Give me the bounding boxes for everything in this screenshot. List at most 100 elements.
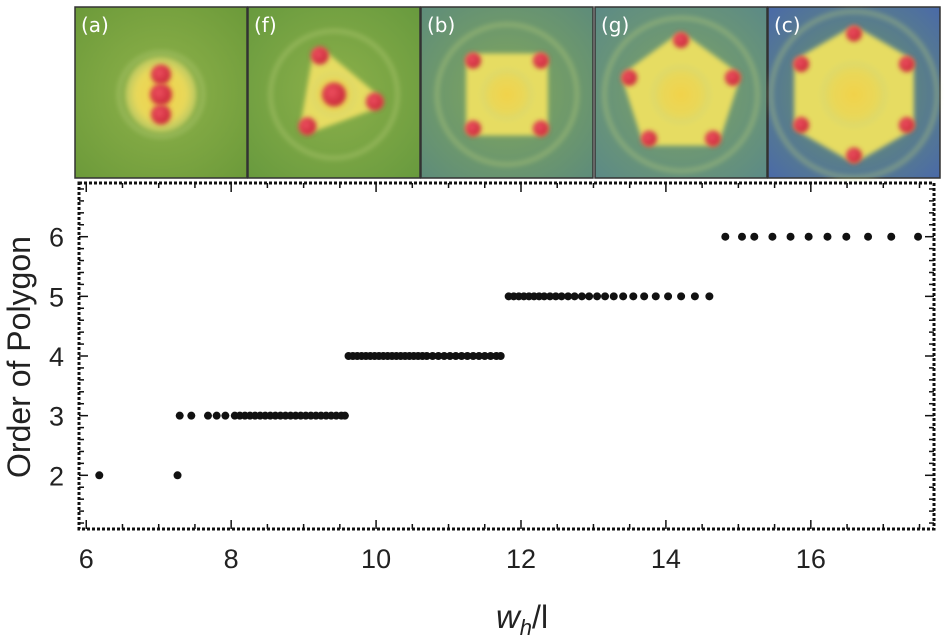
data-point: [545, 292, 554, 301]
data-point: [786, 232, 795, 241]
data-point: [619, 292, 628, 301]
data-point: [496, 352, 505, 360]
panel-f: (f): [247, 6, 421, 179]
y-tick-label: 3: [49, 402, 64, 432]
plot-frame: [77, 181, 936, 531]
data-point: [677, 292, 686, 301]
data-point: [864, 232, 873, 241]
simulation-panels: (a) (f) (b) (g) (c): [74, 6, 941, 180]
data-point: [95, 471, 104, 480]
data-point: [332, 411, 341, 420]
data-point: [337, 411, 346, 420]
data-point: [340, 411, 349, 420]
data-point: [530, 292, 539, 301]
y-tick-label: 4: [49, 342, 64, 372]
x-axis-title-main: w: [496, 598, 522, 635]
panel-label: (g): [601, 13, 629, 37]
data-point: [348, 352, 357, 360]
data-point: [519, 292, 528, 301]
data-point: [570, 292, 579, 301]
data-point: [271, 411, 280, 420]
data-point: [535, 292, 544, 301]
data-point: [251, 411, 260, 420]
data-point: [317, 411, 326, 420]
data-point: [768, 232, 777, 241]
data-point: [240, 411, 249, 420]
panel-a: (a): [74, 6, 248, 179]
x-tick-label: 12: [506, 544, 536, 574]
x-tick-label: 14: [651, 544, 681, 574]
data-point: [235, 411, 244, 420]
data-point: [705, 292, 714, 301]
data-point: [492, 352, 501, 360]
data-point: [457, 352, 466, 360]
data-point: [361, 352, 370, 360]
data-point: [504, 292, 513, 301]
data-point: [737, 232, 746, 241]
data-point: [440, 352, 449, 360]
data-point: [564, 292, 573, 301]
y-tick-label: 2: [49, 461, 64, 491]
data-point: [664, 292, 673, 301]
data-point: [286, 411, 295, 420]
data-point: [451, 352, 460, 360]
panel-c: (c): [767, 6, 941, 180]
panel-b: (b): [420, 6, 594, 179]
data-point: [276, 411, 285, 420]
data-point: [540, 292, 549, 301]
data-point: [383, 352, 392, 360]
data-point: [823, 232, 832, 241]
data-point: [474, 352, 483, 360]
x-axis-title: wh/l: [496, 598, 548, 640]
data-point: [804, 232, 813, 241]
data-point: [281, 411, 290, 420]
data-point: [463, 352, 472, 360]
y-axis-title: Order of Polygon: [1, 236, 37, 478]
data-point: [721, 232, 730, 241]
x-tick-label: 16: [796, 544, 826, 574]
data-point: [509, 292, 518, 301]
data-point: [651, 292, 660, 301]
data-point: [374, 352, 383, 360]
data-point: [409, 352, 418, 360]
data-point: [750, 232, 759, 241]
y-tick-label: 6: [49, 223, 64, 253]
data-point: [327, 411, 336, 420]
data-point: [593, 292, 602, 301]
x-tick-label: 10: [361, 544, 391, 574]
data-point: [480, 352, 489, 360]
data-point: [405, 352, 414, 360]
data-point: [301, 411, 310, 420]
data-point: [514, 292, 523, 301]
data-point: [434, 352, 443, 360]
data-point: [392, 352, 401, 360]
data-point: [344, 352, 353, 360]
x-tick-label: 6: [79, 544, 94, 574]
data-point: [445, 352, 454, 360]
data-point: [187, 411, 196, 420]
panel-label: (a): [81, 13, 109, 37]
data-point: [261, 411, 270, 420]
data-point: [370, 352, 379, 360]
y-tick-label: 5: [49, 282, 64, 312]
data-point: [379, 352, 388, 360]
data-point: [640, 292, 649, 301]
x-axis-title-tail: /l: [532, 599, 548, 635]
x-axis-title-sub: h: [520, 615, 532, 640]
data-point: [577, 292, 586, 301]
data-point: [175, 411, 184, 420]
data-point: [469, 352, 478, 360]
data-point: [266, 411, 275, 420]
data-point: [486, 352, 495, 360]
data-point: [396, 352, 405, 360]
data-point: [585, 292, 594, 301]
data-point: [256, 411, 265, 420]
data-point: [551, 292, 560, 301]
data-point: [609, 292, 618, 301]
data-point: [914, 232, 923, 241]
data-point: [428, 352, 437, 360]
data-point: [306, 411, 315, 420]
data-point: [401, 352, 410, 360]
data-point: [173, 471, 182, 480]
data-point: [357, 352, 366, 360]
